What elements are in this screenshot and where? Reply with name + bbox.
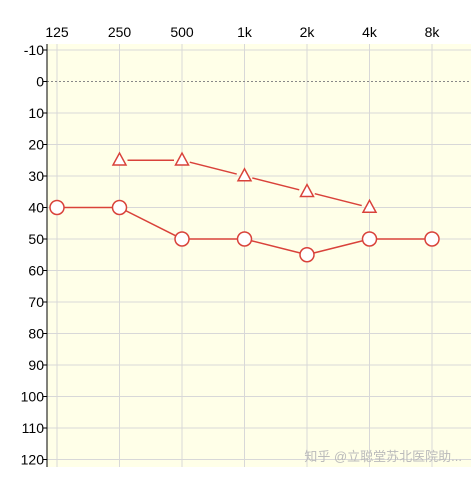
y-tick-label: -10 xyxy=(24,42,44,58)
plot-background xyxy=(47,44,471,467)
watermark: 知乎 @立聪堂苏北医院助... xyxy=(304,449,462,464)
triangle-marker xyxy=(236,167,253,182)
y-tick-label: 90 xyxy=(28,357,44,373)
circle-marker xyxy=(424,231,440,247)
triangle-series-segment xyxy=(314,192,362,207)
x-tick-label: 4k xyxy=(362,24,378,40)
x-tick-label: 250 xyxy=(108,24,132,40)
x-tick-label: 500 xyxy=(170,24,194,40)
axis-layer: 125 250 500 1k 2k 4k 8k -10 0 10 20 30 40 50 60 70 80 90 1… xyxy=(21,24,441,468)
circle-marker xyxy=(361,231,378,247)
y-tick-label: 40 xyxy=(28,200,44,216)
y-tick-label: 120 xyxy=(21,452,45,468)
y-tick-label: 110 xyxy=(22,420,45,436)
x-tick-label: 1k xyxy=(237,24,253,40)
circle-series-segment xyxy=(251,239,301,254)
y-tick-label: 60 xyxy=(28,263,44,279)
triangle-marker xyxy=(174,151,190,166)
y-tick-label: 50 xyxy=(28,231,44,247)
x-tick-label: 125 xyxy=(45,24,69,40)
y-tick-label: 30 xyxy=(28,168,44,184)
y-tick-label: 100 xyxy=(21,389,45,405)
y-tick-label: 0 xyxy=(36,74,44,90)
y-tick-label: 10 xyxy=(28,105,44,121)
y-tick-label: 80 xyxy=(28,326,44,342)
triangle-marker xyxy=(111,151,128,166)
circle-marker xyxy=(299,247,315,263)
y-tick-label: 70 xyxy=(28,294,44,310)
triangle-series-segment xyxy=(189,161,237,175)
circle-series-segment xyxy=(313,239,363,254)
circle-series-segment xyxy=(125,209,177,237)
circle-marker xyxy=(174,231,190,247)
x-tick-label: 2k xyxy=(300,24,316,40)
series-layer xyxy=(49,151,440,263)
circle-marker xyxy=(111,199,128,216)
triangle-series-segment xyxy=(252,177,300,191)
circle-marker xyxy=(49,199,65,216)
circle-marker xyxy=(236,231,253,247)
triangle-marker xyxy=(361,198,378,214)
triangle-marker xyxy=(299,182,315,198)
x-tick-label: 8k xyxy=(425,24,441,40)
y-tick-label: 20 xyxy=(28,137,44,153)
